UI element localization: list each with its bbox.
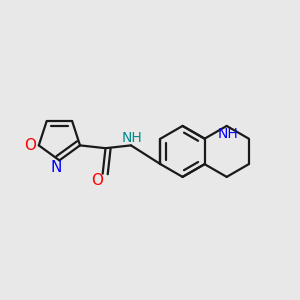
Text: O: O bbox=[91, 173, 103, 188]
Text: N: N bbox=[51, 160, 62, 175]
Text: NH: NH bbox=[218, 128, 238, 141]
Text: O: O bbox=[24, 138, 36, 153]
Text: NH: NH bbox=[122, 131, 143, 145]
